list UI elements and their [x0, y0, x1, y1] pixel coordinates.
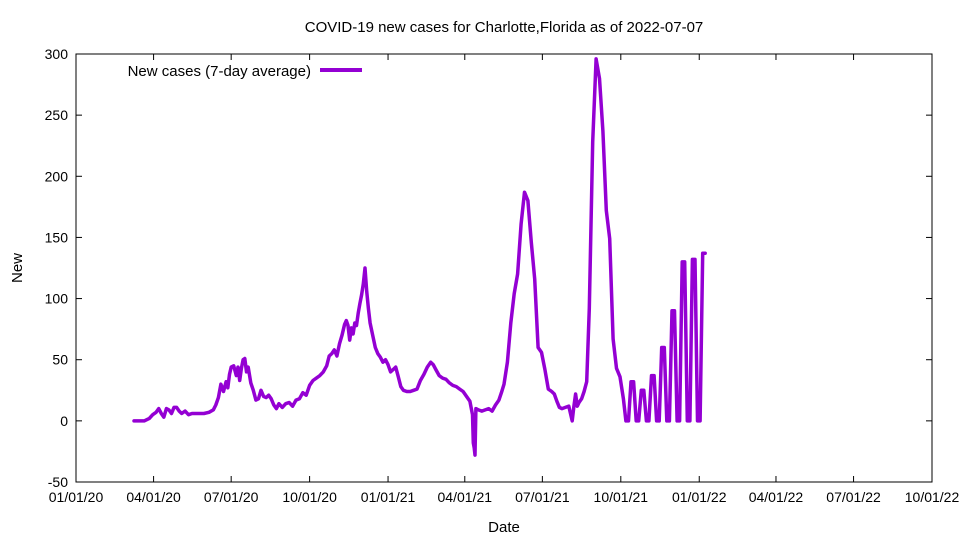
series-line-new-cases — [132, 57, 707, 457]
chart-title: COVID-19 new cases for Charlotte,Florida… — [305, 19, 704, 36]
legend-label: New cases (7-day average) — [128, 63, 311, 80]
x-tick-label: 04/01/22 — [749, 489, 804, 505]
x-tick-label: 10/01/21 — [594, 489, 649, 505]
plot-frame — [75, 53, 933, 483]
y-tick-label: 0 — [60, 413, 68, 429]
x-tick-label: 04/01/20 — [126, 489, 181, 505]
x-tick-label: 01/01/20 — [49, 489, 104, 505]
x-axis-title: Date — [488, 519, 520, 536]
y-tick-label: 50 — [52, 352, 68, 368]
x-tick-label: 04/01/21 — [438, 489, 493, 505]
x-tick-label: 01/01/22 — [672, 489, 727, 505]
series-group — [132, 57, 707, 457]
y-tick-label: -50 — [48, 474, 68, 490]
y-tick-label: 250 — [45, 107, 69, 123]
x-tick-label: 01/01/21 — [361, 489, 416, 505]
x-tick-label: 07/01/20 — [204, 489, 259, 505]
y-axis: -50 0 50 100 150 200 250 300 — [45, 46, 932, 490]
x-tick-label: 07/01/21 — [515, 489, 570, 505]
y-tick-label: 200 — [45, 168, 69, 184]
y-axis-title: New — [9, 253, 26, 283]
y-tick-label: 100 — [45, 291, 69, 307]
x-axis: 01/01/20 04/01/20 07/01/20 10/01/20 01/01/21… — [49, 54, 960, 505]
x-tick-label: 10/01/20 — [282, 489, 337, 505]
x-tick-label: 07/01/22 — [826, 489, 881, 505]
y-tick-label: 300 — [45, 46, 69, 62]
x-tick-label: 10/01/22 — [905, 489, 960, 505]
legend: New cases (7-day average) — [128, 63, 362, 80]
y-tick-label: 150 — [45, 229, 69, 245]
